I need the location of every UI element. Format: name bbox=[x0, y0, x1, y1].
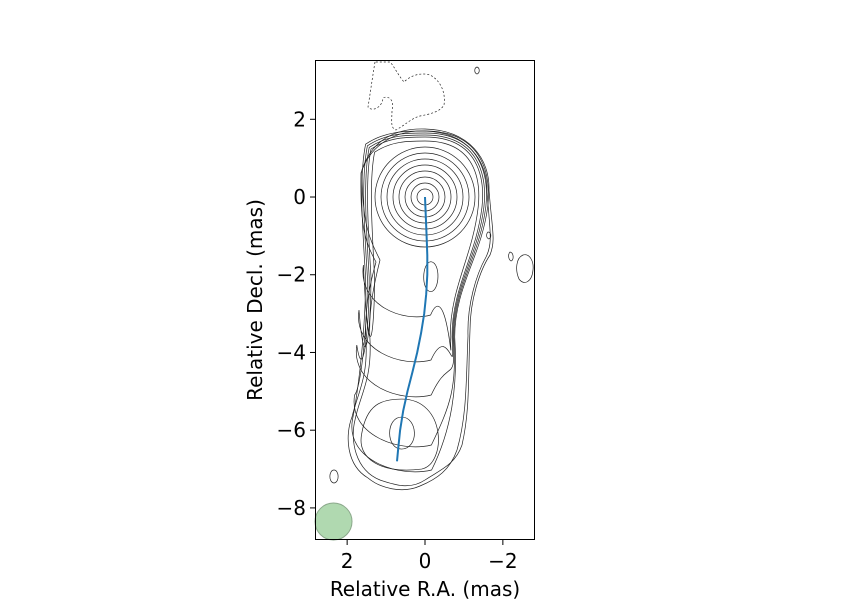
island-contour bbox=[474, 66, 480, 75]
island-contour bbox=[329, 469, 339, 484]
core-contour bbox=[374, 146, 476, 248]
island-contour bbox=[516, 254, 534, 283]
y-axis: 2 0 −2 −4 −6 −8 bbox=[277, 107, 316, 520]
x-tick-label: 0 bbox=[419, 549, 432, 573]
island-contour bbox=[508, 251, 514, 262]
y-axis-label: Relative Decl. (mas) bbox=[243, 199, 267, 401]
contour-map bbox=[329, 61, 534, 490]
beam-ellipse bbox=[314, 502, 353, 541]
knot-contour bbox=[423, 261, 439, 293]
x-axis: 2 0 −2 bbox=[341, 539, 518, 573]
knot-contour bbox=[360, 398, 439, 471]
y-tick-label: −6 bbox=[277, 418, 306, 442]
jet-ridge-line bbox=[396, 196, 429, 462]
y-tick-label: −4 bbox=[277, 340, 306, 364]
x-axis-label: Relative R.A. (mas) bbox=[330, 577, 520, 600]
island-contour bbox=[486, 231, 492, 240]
outer-contour bbox=[347, 130, 491, 490]
core-contour bbox=[380, 152, 470, 242]
core-contour bbox=[416, 188, 434, 206]
outer-contour bbox=[352, 128, 494, 487]
core-contour bbox=[398, 170, 452, 224]
y-tick-label: 0 bbox=[293, 185, 306, 209]
core-contour bbox=[392, 164, 458, 230]
x-tick-label: 2 bbox=[341, 549, 354, 573]
x-tick-label: −2 bbox=[488, 549, 517, 573]
jet-contour bbox=[358, 136, 483, 363]
y-tick-label: 2 bbox=[293, 107, 306, 131]
negative-contour bbox=[367, 61, 445, 131]
core-contour bbox=[404, 176, 446, 218]
jet-contour bbox=[351, 130, 489, 473]
y-tick-label: −8 bbox=[277, 496, 306, 520]
y-tick-label: −2 bbox=[277, 263, 306, 287]
jet-contour bbox=[356, 134, 485, 398]
core-contour bbox=[410, 182, 440, 212]
jet-contour bbox=[353, 132, 487, 448]
core-contour bbox=[386, 158, 464, 236]
knot-contour bbox=[389, 416, 415, 450]
jet-contour bbox=[362, 140, 480, 351]
